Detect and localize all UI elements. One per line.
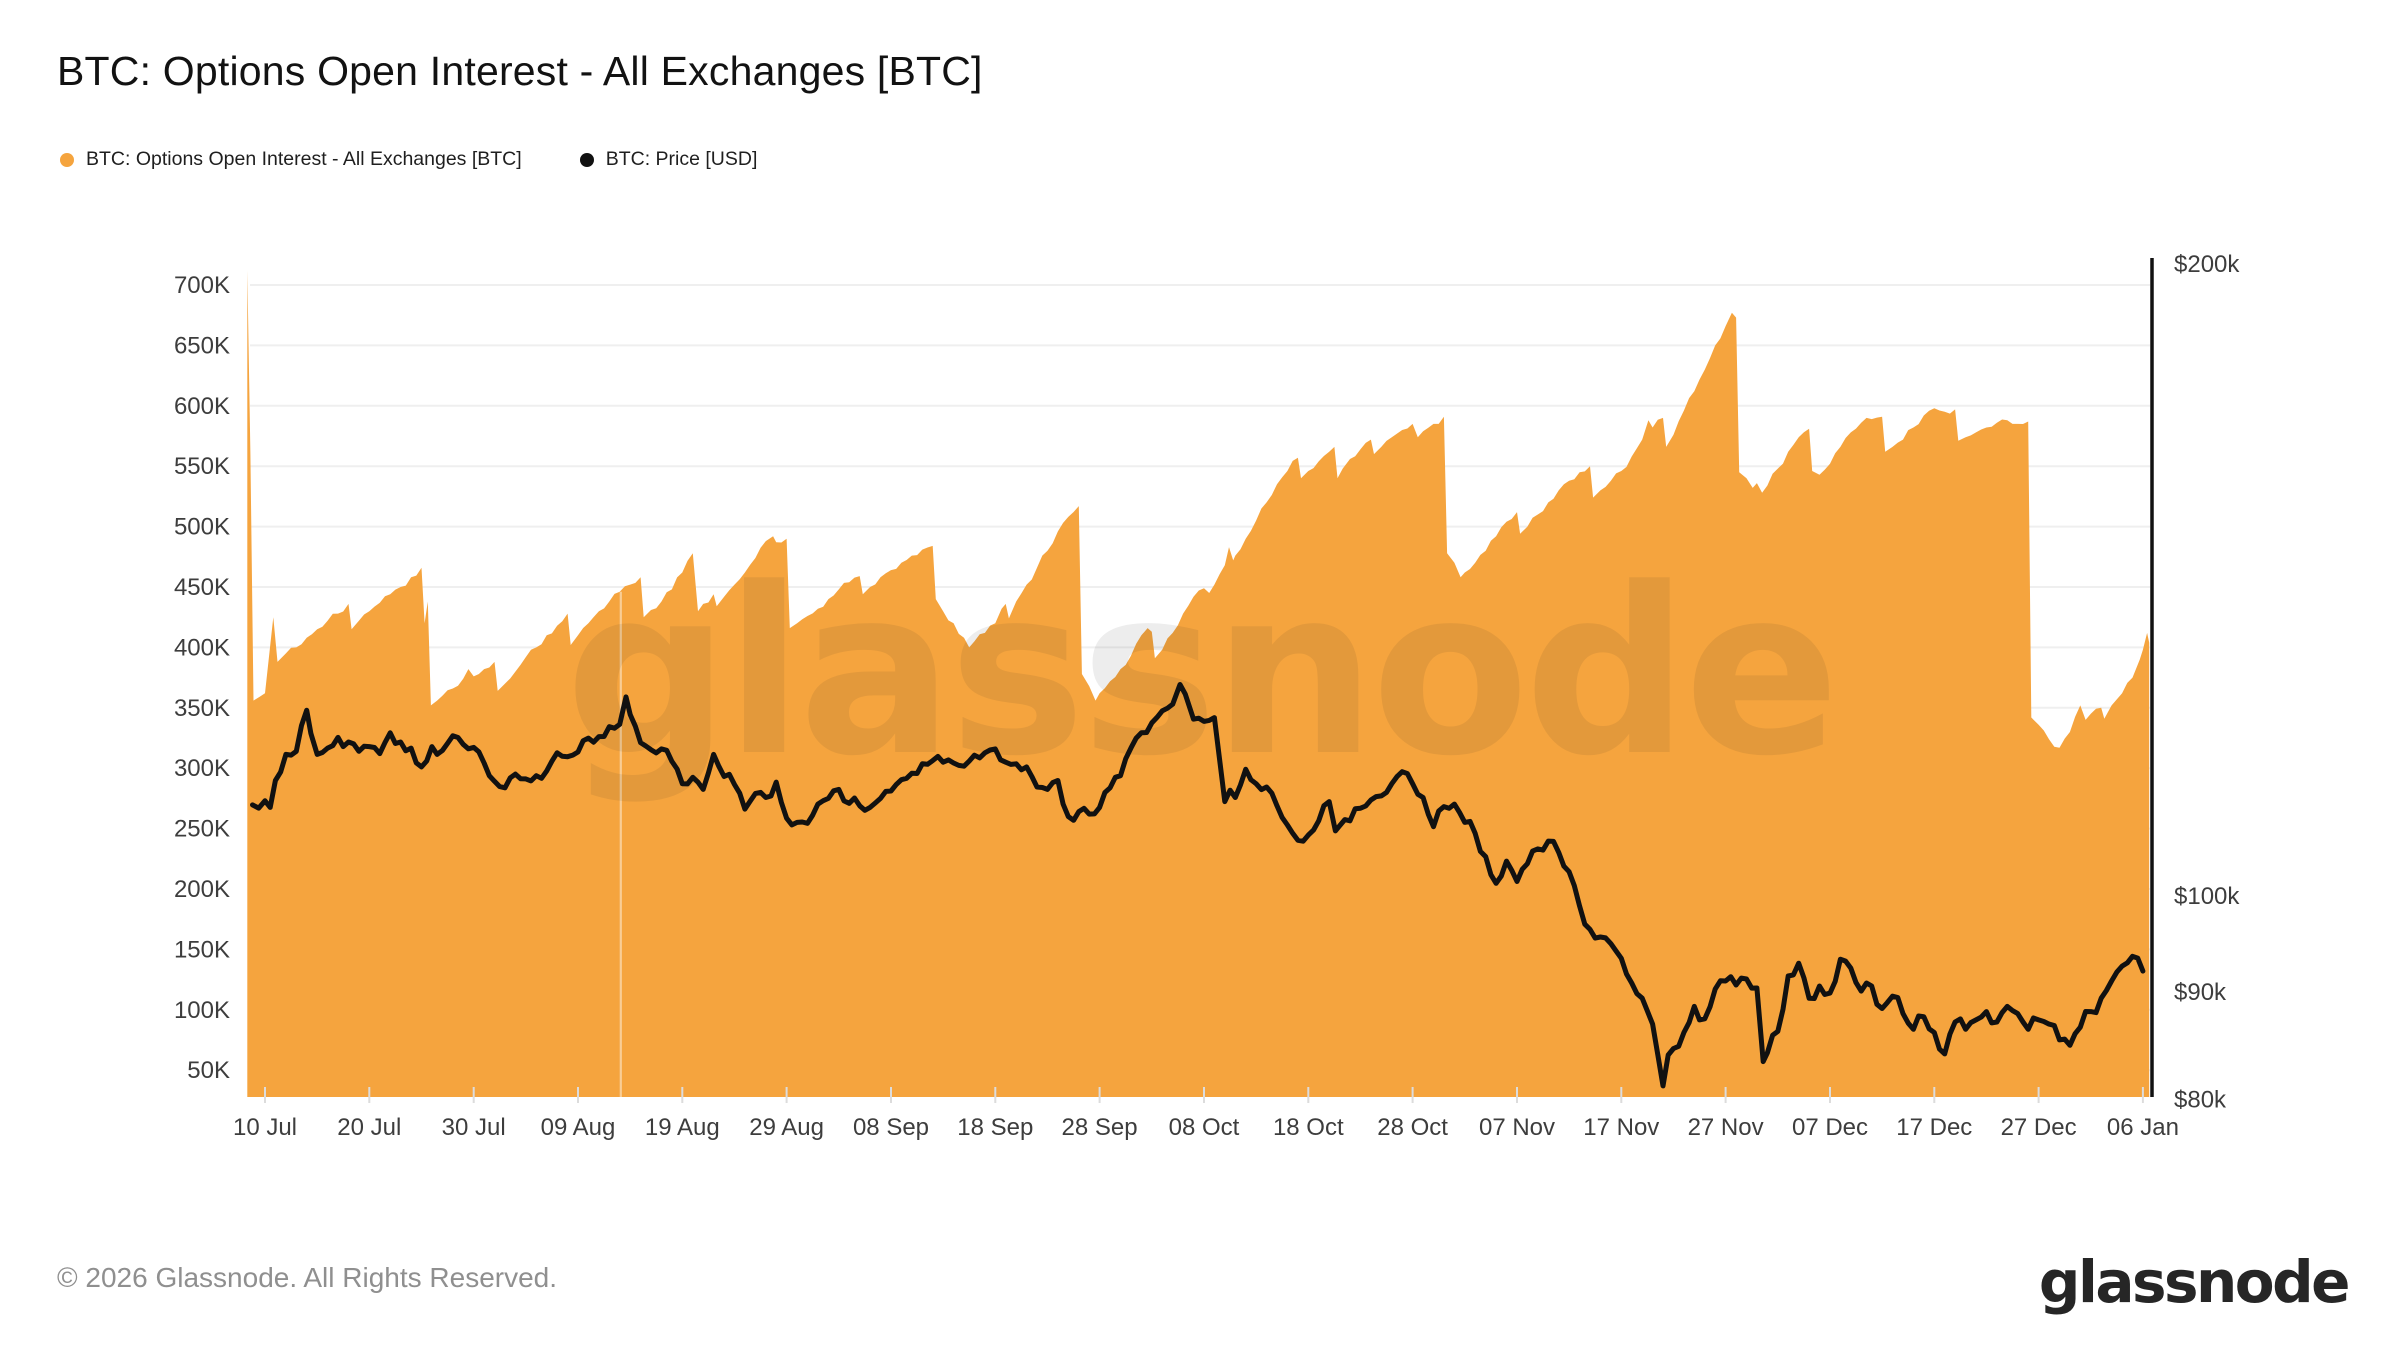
x-axis-label: 07 Nov (1479, 1114, 1555, 1141)
y-axis-label: 300K (174, 755, 230, 782)
plot-area[interactable] (250, 255, 2150, 1097)
legend-label-open-interest: BTC: Options Open Interest - All Exchang… (86, 148, 522, 170)
x-axis-label: 27 Dec (2001, 1114, 2077, 1141)
x-axis-label: 29 Aug (749, 1114, 824, 1141)
y-axis-label: 600K (174, 393, 230, 420)
price-axis-label: $200k (2174, 251, 2240, 278)
legend-item-open-interest[interactable]: BTC: Options Open Interest - All Exchang… (60, 148, 522, 171)
y-axis-label: 550K (174, 453, 230, 480)
y-axis-label: 650K (174, 332, 230, 359)
page-title: BTC: Options Open Interest - All Exchang… (57, 48, 983, 94)
y-axis-label: 350K (174, 695, 230, 722)
chart-legend: BTC: Options Open Interest - All Exchang… (60, 148, 757, 171)
x-axis-label: 08 Sep (853, 1114, 929, 1141)
price-axis-label: $100k (2174, 883, 2240, 910)
y-axis-label: 250K (174, 816, 230, 843)
oi-area-path (247, 270, 2150, 1097)
y-axis-label: 700K (174, 272, 230, 299)
price-axis-label: $80k (2174, 1087, 2227, 1114)
legend-dot-orange-icon (60, 152, 74, 167)
x-axis-label: 18 Sep (957, 1114, 1033, 1141)
x-axis-label: 06 Jan (2107, 1114, 2179, 1141)
x-axis-label: 17 Nov (1583, 1114, 1659, 1141)
x-axis-label: 08 Oct (1169, 1114, 1240, 1141)
x-axis-label: 18 Oct (1273, 1114, 1344, 1141)
watermark-text: glassnode (565, 540, 1835, 807)
x-axis-label: 20 Jul (337, 1114, 401, 1141)
y-axis-label: 100K (174, 997, 230, 1024)
y-axis-label: 50K (187, 1057, 230, 1084)
x-axis-label: 10 Jul (233, 1114, 297, 1141)
x-axis-label: 28 Sep (1062, 1114, 1138, 1141)
legend-label-price: BTC: Price [USD] (605, 148, 758, 170)
y-axis-label: 450K (174, 574, 230, 601)
legend-item-price[interactable]: BTC: Price [USD] (579, 148, 758, 171)
y-axis-label: 150K (174, 936, 230, 963)
x-axis-label: 27 Nov (1688, 1114, 1764, 1141)
x-axis-label: 28 Oct (1377, 1114, 1448, 1141)
x-axis-label: 30 Jul (442, 1114, 506, 1141)
x-axis-label: 17 Dec (1896, 1114, 1972, 1141)
y-axis-label: 500K (174, 514, 230, 541)
footer-copyright: © 2026 Glassnode. All Rights Reserved. (57, 1262, 558, 1293)
price-axis-label: $90k (2174, 979, 2227, 1006)
legend-dot-black-icon (579, 152, 594, 167)
y-axis-label: 400K (174, 634, 230, 661)
price-line-path (250, 682, 2146, 1089)
x-axis-label: 19 Aug (645, 1114, 720, 1141)
x-axis-label: 07 Dec (1792, 1114, 1868, 1141)
x-axis-label: 09 Aug (541, 1114, 616, 1141)
y-axis-label: 200K (174, 876, 230, 903)
glassnode-logo: glassnode (2038, 1248, 2351, 1316)
